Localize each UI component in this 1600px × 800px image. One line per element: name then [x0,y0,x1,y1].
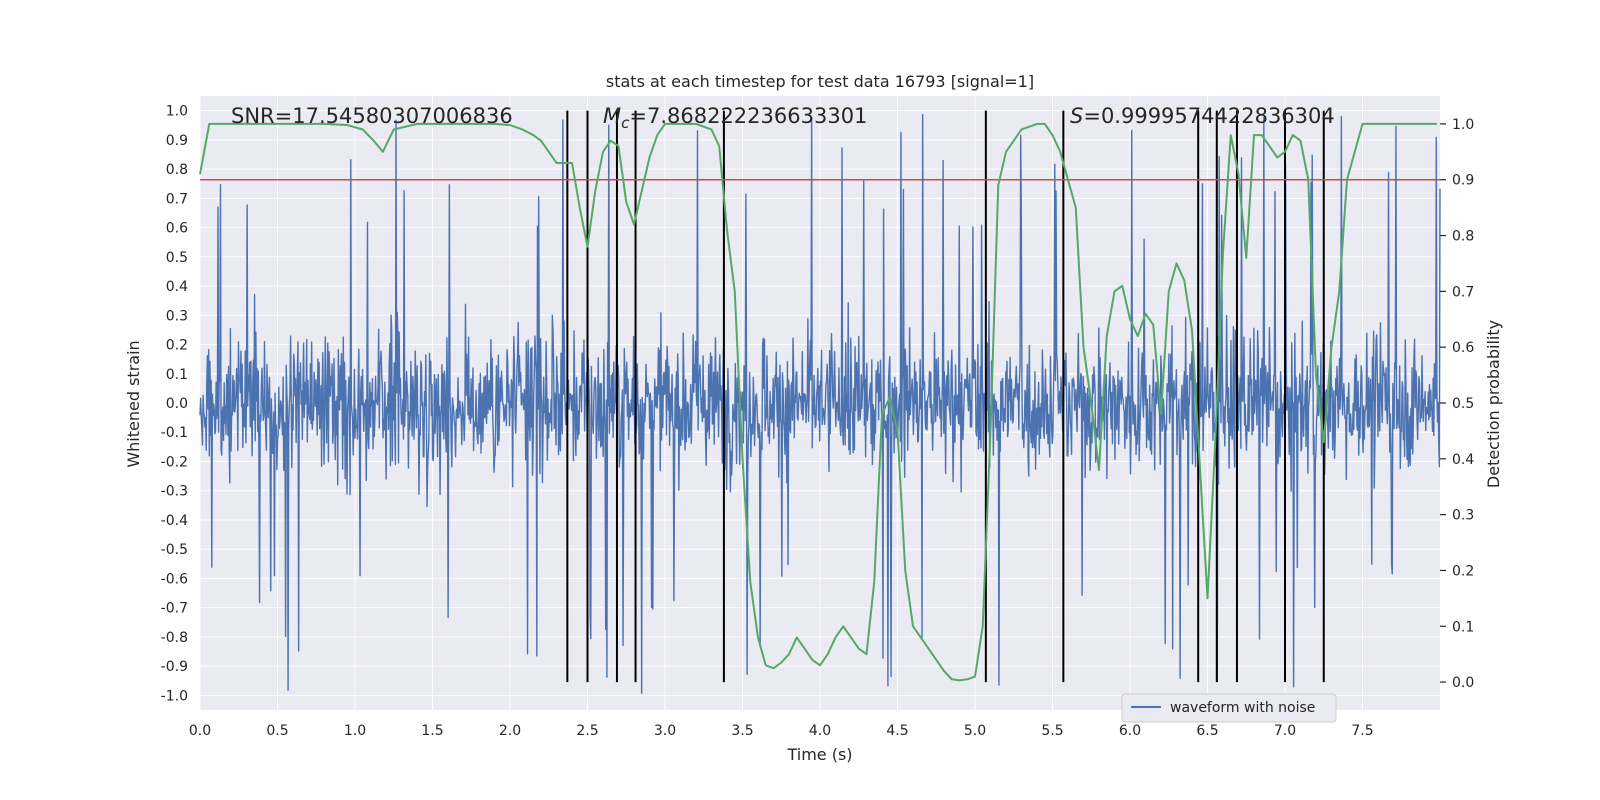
mc-symbol: M [603,104,621,128]
y-tick-label: -1.0 [161,688,188,704]
x-tick-label: 6.5 [1196,723,1218,739]
x-tick-label: 7.5 [1351,723,1373,739]
y-tick-label: -0.9 [161,659,188,675]
x-tick-labels: 0.0 0.5 1.0 1.5 2.0 2.5 3.0 3.5 4.0 4.5 5.0 5.5 6.0 6… [189,723,1374,739]
x-axis-label: Time (s) [786,745,852,764]
x-tick-label: 1.0 [344,723,366,739]
y2-tick-label: 0.3 [1452,508,1474,524]
y2-tick-label: 0.4 [1452,452,1474,468]
legend-box [1121,693,1337,723]
y-tick-label: -0.2 [161,454,188,470]
y-tick-label: 0.4 [166,279,188,295]
s-annotation: S=0.9999574422836304 [1070,104,1335,128]
mc-annotation: Mc=7.868222236633301 [603,104,867,132]
legend-label: waveform with noise [1170,700,1315,716]
y2-tick-label: 0.8 [1452,229,1474,245]
y-tick-label: 0.0 [166,396,188,412]
x-tick-label: 2.0 [499,723,521,739]
y-tick-label: 0.9 [166,133,188,149]
s-value: =0.9999574422836304 [1083,104,1334,128]
y-tick-labels: 1.0 0.9 0.8 0.7 0.6 0.5 0.4 0.3 0.2 0.1 0.0 -0.1 -0.… [161,104,188,705]
y-axis-label: Whitened strain [124,340,143,467]
detection-probability-series [199,122,1437,682]
x-tick-label: 6.0 [1119,723,1141,739]
y-tick-label: 0.5 [166,250,188,266]
x-tick-label: 5.0 [964,723,986,739]
y2-tick-label: 0.5 [1452,396,1474,412]
chart-title: stats at each timestep for test data 167… [606,72,1034,91]
x-tick-label: 0.0 [189,723,211,739]
y2-tick-label: 0.6 [1452,340,1474,356]
mc-value: =7.868222236633301 [629,104,867,128]
x-tick-label: 2.5 [576,723,598,739]
y2-tick-label: 0.1 [1452,619,1474,635]
y-tick-label: 1.0 [166,104,188,120]
y-tick-label: 0.2 [166,338,188,354]
detection-probability-line [199,122,1437,682]
y-tick-label: 0.6 [166,221,188,237]
y2-tick-label: 0.7 [1452,284,1474,300]
waveform-series [199,113,1441,694]
y2-tick-label: 0.0 [1452,675,1474,691]
y-tick-label: 0.7 [166,191,188,207]
x-tick-label: 3.5 [731,723,753,739]
y-tick-label: -0.1 [161,425,188,441]
y-tick-label: 0.1 [166,367,188,383]
y-tick-label: -0.4 [161,513,188,529]
y-tick-label: -0.7 [161,601,188,617]
mc-subscript: c [621,114,630,132]
y2-tick-label: 1.0 [1452,117,1474,133]
y-tick-label: 0.3 [166,308,188,324]
x-tick-label: 3.0 [654,723,676,739]
event-lines [566,110,1325,683]
x-tick-label: 0.5 [266,723,288,739]
x-tick-label: 4.5 [886,723,908,739]
x-tick-label: 1.5 [421,723,443,739]
y-tick-label: -0.3 [161,484,188,500]
snr-annotation: SNR=17.54580307006836 [231,104,513,128]
y2-axis-label: Detection probability [1484,320,1503,488]
y-tick-label: -0.6 [161,571,188,587]
s-symbol: S [1070,104,1083,128]
legend: waveform with noise [1121,693,1337,723]
x-tick-label: 5.5 [1041,723,1063,739]
x-tick-label: 4.0 [809,723,831,739]
x-tick-label: 7.0 [1274,723,1296,739]
y2-tick-label: 0.9 [1452,173,1474,189]
y-tick-label: -0.5 [161,542,188,558]
waveform-line [199,113,1441,694]
y2-tick-labels: 1.0 0.9 0.8 0.7 0.6 0.5 0.4 0.3 0.2 0.1 0.0 [1440,117,1474,691]
y-tick-label: -0.8 [161,630,188,646]
y-tick-label: 0.8 [166,162,188,178]
y2-tick-label: 0.2 [1452,563,1474,579]
